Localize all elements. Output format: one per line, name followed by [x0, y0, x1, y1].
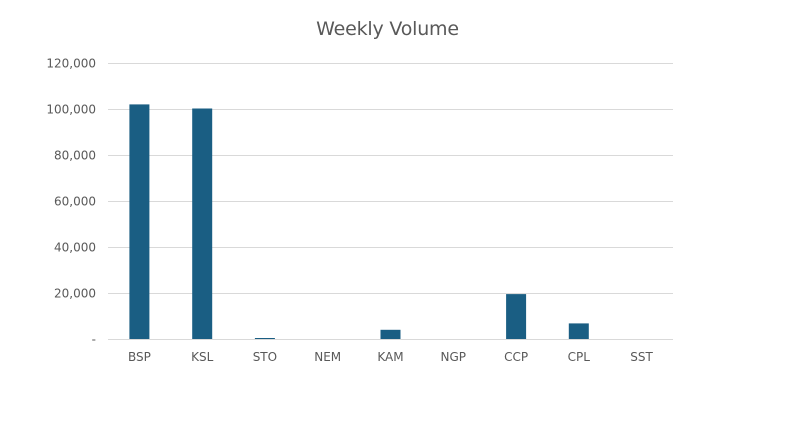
bar-cpl [568, 323, 589, 339]
x-tick-label-cpl: CPL [568, 350, 591, 364]
bar-ccp [506, 294, 527, 339]
bar-sto [254, 338, 275, 339]
y-tick-label: 100,000 [46, 103, 96, 117]
bars [129, 104, 589, 340]
y-tick-label: - [92, 333, 96, 347]
x-tick-label-nem: NEM [314, 350, 341, 364]
x-tick-label-sto: STO [253, 350, 277, 364]
x-axis-ticks: BSP KSL STO NEM KAM NGP CCP CPL SST [128, 350, 654, 364]
x-tick-label-ksl: KSL [191, 350, 213, 364]
x-tick-label-kam: KAM [377, 350, 403, 364]
bar-kam [380, 329, 401, 339]
x-tick-label-ccp: CCP [504, 350, 528, 364]
bar-ksl [192, 108, 213, 339]
x-tick-label-bsp: BSP [128, 350, 151, 364]
y-tick-label: 60,000 [54, 195, 96, 209]
chart-title: Weekly Volume [316, 18, 459, 40]
x-tick-label-ngp: NGP [441, 350, 467, 364]
x-tick-label-sst: SST [630, 350, 653, 364]
y-tick-label: 120,000 [46, 57, 96, 71]
gridlines [108, 63, 673, 340]
y-axis-ticks: - 20,000 40,000 60,000 80,000 100,000 120,000 [46, 57, 96, 347]
y-tick-label: 80,000 [54, 149, 96, 163]
y-tick-label: 20,000 [54, 287, 96, 301]
y-tick-label: 40,000 [54, 241, 96, 255]
bar-bsp [129, 104, 150, 340]
